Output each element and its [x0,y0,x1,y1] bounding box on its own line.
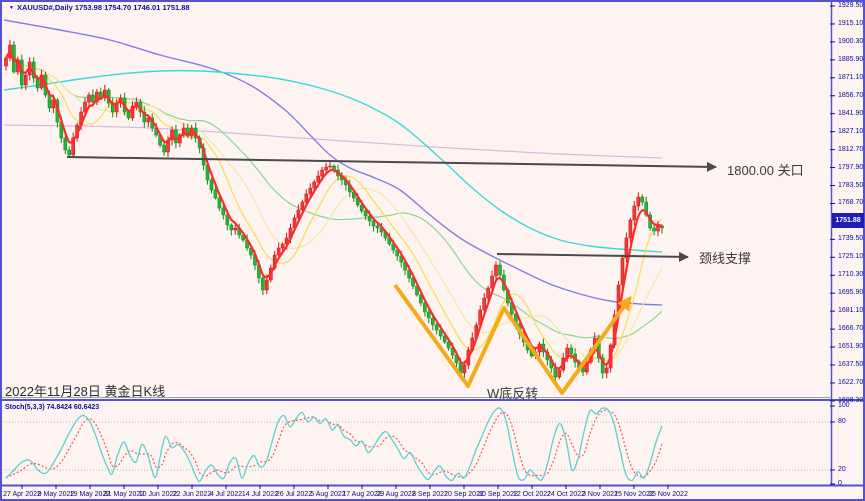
date-label: 5 Aug 2022 [310,491,346,498]
price-tick-label: 1871.10 [838,73,864,81]
price-tick-label: 1900.30 [838,37,864,45]
price-tick-label: 1797.90 [838,163,864,171]
price-tick-label: 1929.50 [838,2,864,9]
price-tick-label: 1725.10 [838,253,864,261]
price-tick-label: 1783.50 [838,181,864,189]
stoch-scale-label: 100 [838,402,850,409]
date-label: 22 Jun 2022 [172,491,212,498]
price-axis[interactable]: 1929.50 1915.10 1900.30 1885.90 1871.10 1856.… [832,0,865,485]
trendline-1800[interactable] [66,156,717,172]
ma-line-red-fast [5,51,663,370]
price-tick-label: 1710.30 [838,271,864,279]
date-label: 20 Sep 2022 [444,491,484,498]
date-label: 29 Aug 2022 [376,491,416,498]
price-tick-label: 1739.50 [838,235,864,243]
price-tick-label: 1666.70 [838,325,864,333]
price-tick-label: 1695.90 [838,289,864,297]
date-label: 4 Jul 2022 [209,491,243,498]
price-tick-label: 1827.10 [838,127,864,135]
price-tick-label: 1768.70 [838,199,864,207]
date-label: 12 Oct 2022 [512,491,552,498]
price-tick-label: 1856.70 [838,91,864,99]
price-tick-label: 1885.90 [838,55,864,63]
stochastic-indicator-label: Stoch(5,3,3) 74.8424 60.6423 [5,404,100,411]
date-label: 30 Sep 2022 [478,491,518,498]
date-label: 25 Nov 2022 [648,491,688,498]
date-label: 8 Sep 2022 [412,491,448,498]
ma-line-plum [3,124,663,159]
price-tick-label: 1637.50 [838,361,864,368]
w-pattern-drawing[interactable] [393,283,632,395]
date-label: 3 Nov 2022 [582,491,618,498]
date-label: 10 Jun 2022 [138,491,178,498]
price-tick-label: 1681.10 [838,307,864,315]
price-tick-label: 1622.70 [838,378,864,386]
ma-line-cornflower [3,19,663,306]
date-label: 14 Jul 2022 [241,491,279,498]
stoch-scale-label: 80 [838,418,846,425]
stoch-scale-label: 0 [838,480,842,487]
date-label: 31 May 2022 [103,491,145,498]
candlesticks-up [4,44,660,378]
date-label: 27 Apr 2022 [3,491,41,498]
stoch-scale-label: 20 [838,466,846,473]
trendline-neckline[interactable] [496,251,689,262]
neckline-label: 颈线支撑 [699,251,752,266]
chart-title-text: XAUUSD#,Daily 1753.98 1754.70 1746.01 17… [16,3,190,12]
ma-line-yellow [5,50,663,365]
caption-text: 2022年11月28日 黄金日K线 [5,384,166,399]
stoch-signal-line [5,409,663,479]
price-tick-label: 1608.30 [838,396,864,404]
candlesticks-down [12,44,664,378]
date-label: 26 Jul 2022 [275,491,313,498]
date-label: 15 Nov 2022 [614,491,654,498]
ma-line-cyan [3,69,663,253]
price-tick-label: 1841.90 [838,109,864,117]
date-label: 19 May 2022 [69,491,111,498]
candle-wicks-down [13,40,663,381]
date-label: 17 Aug 2022 [342,491,382,498]
current-price-badge: 1751.88 [832,213,864,228]
price-tick-label: 1812.70 [838,145,864,153]
date-label: 24 Oct 2022 [546,491,586,498]
price-tick-label: 1651.90 [838,343,864,351]
symbol-triangle-icon: ▼ [9,5,14,11]
price-tick-label: 1915.10 [838,19,864,27]
level-1800-label: 1800.00 关口 [727,163,804,178]
ma-line-green [5,50,663,340]
date-label: 9 May 2022 [37,491,75,498]
w-bottom-label: W底反转 [487,386,539,401]
date-axis[interactable]: 27 Apr 2022 9 May 2022 19 May 2022 31 May 2… [0,486,865,501]
ma-line-khaki [5,50,663,361]
chart-title: ▼ XAUUSD#,Daily 1753.98 1754.70 1746.01 1… [9,3,190,12]
stoch-main-line [5,407,663,483]
